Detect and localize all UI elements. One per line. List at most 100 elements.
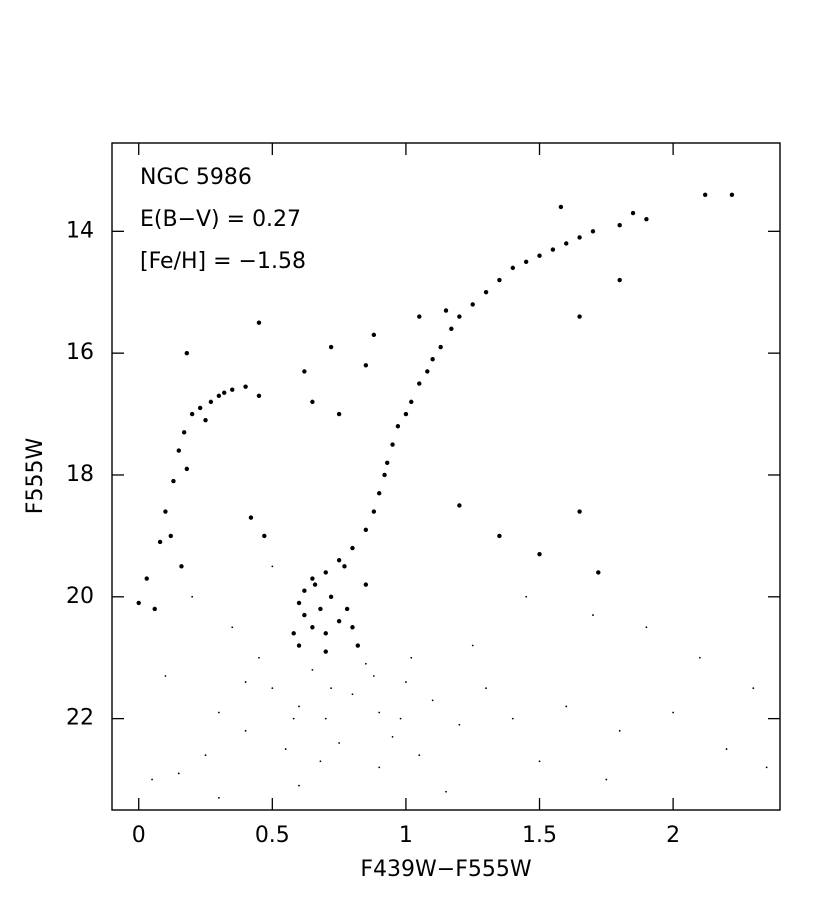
star-point (350, 625, 355, 630)
star-point (577, 314, 582, 319)
star-point (271, 565, 274, 568)
star-point (312, 582, 318, 587)
star-point (403, 411, 409, 417)
star-point (395, 424, 401, 429)
star-point (564, 241, 569, 246)
star-point (497, 533, 502, 539)
star-point (208, 399, 214, 405)
star-point (179, 564, 184, 569)
star-point (371, 332, 377, 338)
star-point (538, 760, 541, 763)
star-point (262, 533, 267, 539)
star-point (258, 656, 260, 659)
x-tick-label: 0.5 (255, 823, 290, 848)
star-point (645, 626, 648, 629)
star-point (470, 302, 475, 307)
star-point (319, 760, 322, 763)
star-point (385, 460, 390, 465)
star-point (351, 693, 354, 696)
star-point (204, 754, 207, 757)
annotation: E(B−V) = 0.27 (140, 207, 301, 232)
star-point (328, 344, 334, 350)
star-point (256, 320, 262, 325)
star-point (510, 265, 515, 271)
star-point (256, 393, 262, 398)
star-point (363, 363, 369, 368)
star-point (725, 748, 728, 750)
star-point (296, 643, 302, 648)
star-point (372, 675, 375, 677)
star-point (729, 192, 735, 197)
star-point (438, 344, 443, 350)
star-point (336, 558, 342, 563)
star-point (248, 515, 254, 520)
star-point (302, 612, 307, 618)
star-point (284, 748, 287, 750)
star-point (328, 594, 334, 600)
star-point (537, 253, 542, 258)
star-point (592, 614, 594, 616)
star-point (136, 600, 141, 606)
star-point (189, 411, 195, 417)
star-point (177, 772, 180, 775)
star-point (565, 705, 568, 708)
y-tick-label: 14 (66, 218, 94, 243)
star-point (550, 247, 556, 252)
plot-frame (111, 142, 781, 811)
star-point (605, 778, 608, 781)
star-point (752, 687, 755, 690)
star-point (417, 381, 422, 386)
star-point (302, 369, 307, 374)
star-point (449, 326, 454, 331)
star-point (443, 308, 449, 313)
star-point (344, 606, 350, 612)
x-tick-label: 1.5 (522, 823, 557, 848)
annotation: NGC 5986 (140, 165, 252, 190)
star-point (231, 626, 234, 629)
star-point (336, 411, 342, 417)
star-point (336, 618, 342, 624)
star-point (431, 699, 434, 702)
star-point (672, 711, 675, 714)
star-point (298, 705, 300, 708)
star-point (417, 314, 422, 319)
star-point (378, 711, 381, 714)
star-point (537, 551, 542, 557)
annotation: [Fe/H] = −1.58 (140, 249, 306, 274)
star-point (338, 742, 341, 744)
star-point (577, 509, 582, 514)
star-point (391, 736, 394, 738)
y-tick-label: 20 (66, 584, 94, 609)
star-point (318, 606, 323, 612)
x-axis-label: F439W−F555W (360, 857, 531, 882)
star-point (458, 723, 461, 726)
star-point (310, 625, 315, 630)
star-point (617, 277, 622, 283)
star-point (342, 564, 347, 569)
star-point (457, 503, 462, 508)
star-point (558, 204, 564, 210)
star-point (525, 595, 528, 598)
star-point (168, 533, 173, 539)
x-tick-label: 2 (666, 823, 680, 848)
star-point (302, 588, 307, 593)
star-point (409, 399, 414, 405)
star-point (323, 649, 328, 654)
star-point (244, 729, 247, 732)
star-point (418, 754, 421, 757)
star-point (157, 539, 163, 545)
star-point (371, 509, 377, 514)
star-point (323, 631, 328, 636)
star-point (430, 357, 435, 362)
star-point (310, 576, 315, 581)
star-point (324, 717, 327, 720)
x-tick-label: 0 (132, 823, 146, 848)
star-point (296, 600, 302, 606)
star-point (176, 448, 181, 453)
star-point (191, 595, 194, 598)
star-point (203, 417, 208, 423)
star-point (617, 223, 622, 228)
star-point (151, 778, 153, 781)
star-point (197, 405, 203, 411)
